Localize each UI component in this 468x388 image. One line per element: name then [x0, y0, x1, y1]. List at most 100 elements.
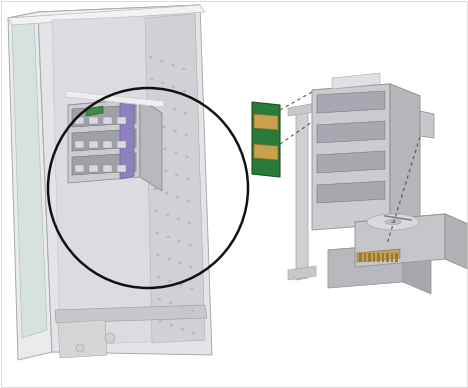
Ellipse shape — [178, 262, 182, 264]
Ellipse shape — [151, 100, 154, 102]
Polygon shape — [254, 114, 278, 130]
Polygon shape — [390, 84, 420, 236]
Ellipse shape — [166, 214, 169, 216]
Bar — [386, 253, 388, 262]
Polygon shape — [68, 99, 162, 119]
Ellipse shape — [160, 60, 163, 62]
Polygon shape — [252, 102, 280, 177]
Ellipse shape — [158, 298, 161, 300]
Polygon shape — [68, 99, 140, 183]
Polygon shape — [72, 129, 136, 151]
Circle shape — [105, 333, 115, 343]
Polygon shape — [328, 244, 403, 288]
Bar — [89, 141, 98, 148]
Ellipse shape — [162, 126, 166, 128]
Ellipse shape — [153, 166, 157, 168]
Polygon shape — [317, 181, 385, 203]
Ellipse shape — [192, 332, 195, 334]
Ellipse shape — [154, 188, 157, 190]
Polygon shape — [52, 14, 205, 345]
Ellipse shape — [164, 170, 168, 172]
Bar — [75, 141, 84, 148]
Polygon shape — [288, 103, 316, 116]
Polygon shape — [420, 111, 434, 138]
Ellipse shape — [157, 276, 161, 278]
Polygon shape — [317, 91, 385, 113]
Polygon shape — [12, 19, 47, 338]
Polygon shape — [288, 266, 316, 280]
Polygon shape — [58, 320, 107, 358]
Ellipse shape — [170, 324, 173, 326]
Bar — [381, 253, 384, 262]
Ellipse shape — [152, 122, 155, 124]
Polygon shape — [403, 244, 431, 294]
Polygon shape — [317, 151, 385, 173]
Bar — [117, 141, 126, 148]
Polygon shape — [8, 12, 52, 360]
Polygon shape — [445, 214, 468, 273]
Ellipse shape — [183, 112, 187, 114]
Bar — [359, 253, 361, 262]
Ellipse shape — [173, 108, 176, 110]
Polygon shape — [355, 214, 445, 267]
Polygon shape — [72, 153, 136, 175]
Ellipse shape — [190, 288, 194, 290]
Ellipse shape — [150, 78, 154, 80]
Ellipse shape — [180, 306, 183, 308]
Polygon shape — [38, 5, 212, 355]
Polygon shape — [55, 305, 207, 323]
Ellipse shape — [182, 68, 185, 70]
Ellipse shape — [167, 236, 170, 238]
Bar — [377, 253, 380, 262]
Ellipse shape — [174, 130, 177, 132]
Ellipse shape — [191, 310, 194, 312]
Ellipse shape — [189, 244, 192, 246]
Bar — [395, 253, 397, 262]
Bar — [75, 165, 84, 172]
Ellipse shape — [176, 196, 179, 198]
Ellipse shape — [189, 266, 193, 268]
Polygon shape — [312, 84, 420, 102]
Polygon shape — [140, 99, 162, 191]
Ellipse shape — [179, 284, 183, 286]
Bar — [117, 165, 126, 172]
Bar — [103, 117, 112, 124]
Ellipse shape — [168, 280, 172, 282]
Ellipse shape — [154, 210, 158, 212]
Bar — [364, 253, 366, 262]
Ellipse shape — [188, 222, 191, 224]
Polygon shape — [357, 249, 400, 262]
Ellipse shape — [171, 64, 175, 66]
Polygon shape — [86, 106, 103, 116]
Ellipse shape — [174, 152, 178, 154]
Ellipse shape — [187, 200, 190, 202]
Polygon shape — [312, 84, 390, 230]
Ellipse shape — [169, 302, 172, 304]
Bar — [103, 141, 112, 148]
Ellipse shape — [176, 218, 180, 220]
Ellipse shape — [385, 220, 401, 225]
Bar — [89, 165, 98, 172]
Ellipse shape — [185, 156, 189, 158]
Polygon shape — [328, 244, 431, 262]
Ellipse shape — [390, 221, 395, 223]
Polygon shape — [296, 105, 308, 280]
Polygon shape — [317, 121, 385, 143]
Polygon shape — [355, 214, 468, 236]
Circle shape — [76, 344, 84, 352]
Ellipse shape — [172, 86, 176, 88]
Ellipse shape — [367, 214, 419, 230]
Ellipse shape — [175, 174, 179, 176]
Ellipse shape — [183, 90, 186, 92]
Polygon shape — [145, 14, 205, 343]
Polygon shape — [254, 144, 278, 160]
Ellipse shape — [177, 240, 181, 242]
Polygon shape — [332, 73, 380, 89]
Bar — [390, 253, 393, 262]
Ellipse shape — [181, 328, 184, 330]
Ellipse shape — [186, 178, 190, 180]
Bar — [368, 253, 371, 262]
Polygon shape — [120, 98, 134, 179]
Ellipse shape — [155, 232, 159, 234]
Bar — [75, 117, 84, 124]
